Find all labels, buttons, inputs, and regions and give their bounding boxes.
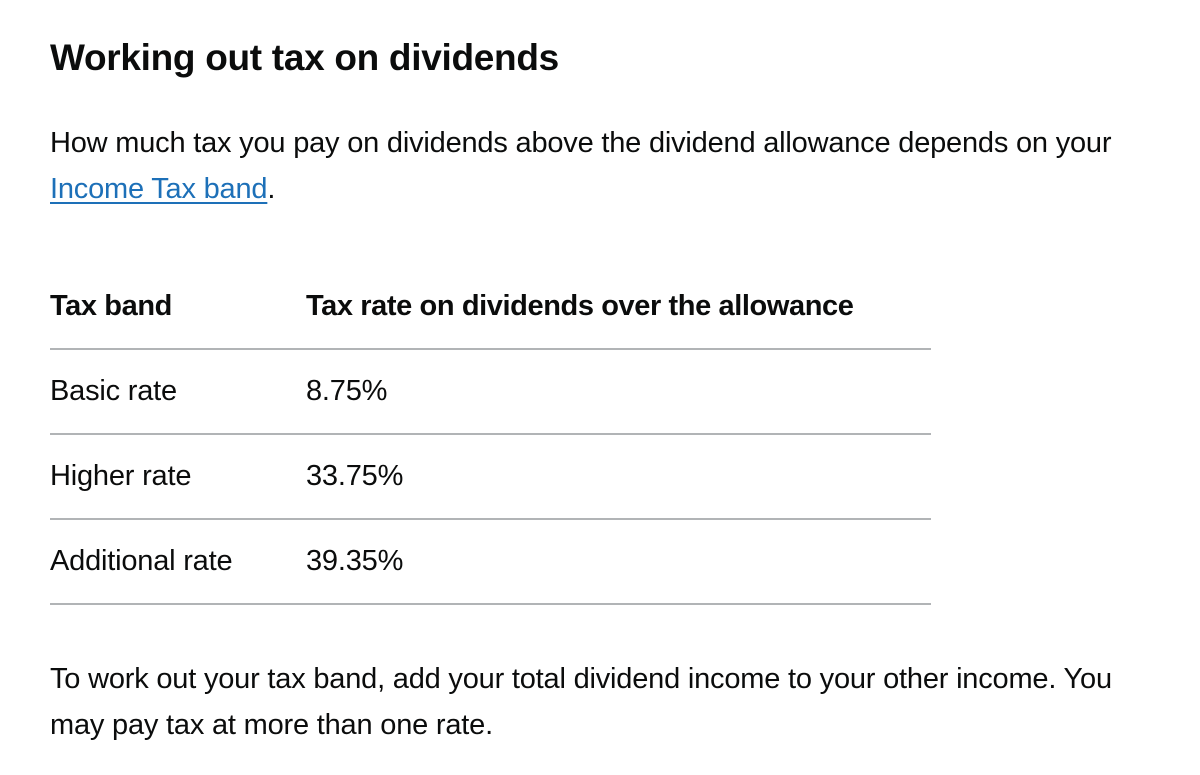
header-tax-rate: Tax rate on dividends over the allowance <box>306 265 931 350</box>
table-row: Additional rate 39.35% <box>50 519 931 605</box>
tax-band-cell: Basic rate <box>50 349 306 435</box>
income-tax-band-link[interactable]: Income Tax band <box>50 173 268 205</box>
tax-rate-cell: 39.35% <box>306 519 931 605</box>
header-tax-band: Tax band <box>50 265 306 350</box>
page-title: Working out tax on dividends <box>50 37 559 78</box>
outro-paragraph: To work out your tax band, add your tota… <box>50 663 1112 741</box>
table-header-row: Tax band Tax rate on dividends over the … <box>50 265 931 350</box>
intro-text-before: How much tax you pay on dividends above … <box>50 127 1112 159</box>
intro-paragraph: How much tax you pay on dividends above … <box>50 120 1165 212</box>
tax-rate-cell: 33.75% <box>306 434 931 520</box>
tax-rates-table: Tax band Tax rate on dividends over the … <box>50 265 931 605</box>
tax-rate-cell: 8.75% <box>306 349 931 435</box>
table-row: Higher rate 33.75% <box>50 434 931 520</box>
intro-text-after: . <box>267 173 276 205</box>
table-row: Basic rate 8.75% <box>50 349 931 435</box>
tax-band-cell: Higher rate <box>50 434 306 520</box>
tax-band-cell: Additional rate <box>50 519 306 605</box>
